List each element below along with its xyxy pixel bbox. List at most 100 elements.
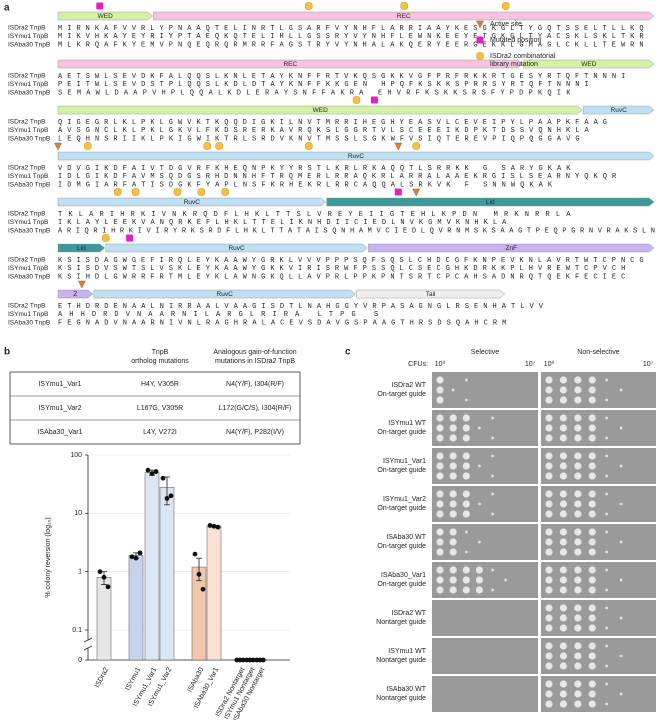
domain-bar — [57, 197, 326, 207]
colony — [436, 424, 444, 432]
colony — [574, 642, 582, 650]
row-label: ISYmu1 WT — [388, 648, 426, 655]
library-icon — [173, 188, 182, 196]
mutated-icon — [126, 234, 134, 242]
colony — [462, 576, 470, 584]
active-site-icon — [394, 142, 403, 151]
colony — [545, 700, 553, 708]
cfu-range: 10⁰ — [544, 360, 555, 368]
colony — [605, 398, 609, 402]
sequence: AHHDRDVNAARNILARGLRIRA LTPG S — [58, 311, 378, 319]
axis-break — [83, 637, 93, 643]
data-point — [207, 523, 213, 528]
panel-label: b — [4, 347, 10, 358]
plate — [432, 562, 538, 598]
sequence-name: ISYmu1 TnpB — [8, 219, 48, 226]
sequence-name: ISAba30 TnpB — [8, 135, 50, 142]
colony — [588, 396, 596, 404]
domain-label: RuvC — [611, 107, 628, 114]
plate — [541, 676, 656, 712]
sequence-name: ISYmu1 TnpB — [8, 33, 48, 40]
colony — [462, 472, 470, 480]
colony — [478, 502, 481, 506]
colony — [574, 386, 582, 394]
colony — [462, 510, 470, 518]
colony — [574, 396, 582, 404]
plate — [541, 638, 656, 674]
table-cell: ISYmu1_Var2 — [38, 405, 81, 412]
colony — [491, 568, 494, 572]
colony — [449, 414, 457, 422]
colony — [478, 464, 481, 468]
colony — [559, 510, 568, 518]
colony — [559, 662, 568, 670]
plate — [432, 676, 538, 712]
colony — [605, 550, 609, 554]
domain-label: RuvC — [228, 245, 245, 252]
bar — [206, 526, 222, 661]
colony — [559, 604, 568, 612]
colony — [559, 500, 568, 508]
data-point — [160, 475, 166, 481]
colony — [574, 566, 582, 574]
colony — [545, 528, 553, 536]
library-icon — [400, 2, 409, 10]
domain-label: Z — [73, 291, 77, 298]
library-icon — [102, 234, 110, 242]
plate — [541, 410, 656, 446]
sequence-name: ISAba30 TnpB — [8, 227, 50, 234]
colony — [436, 510, 444, 518]
table-cell: N4(Y/F), I304(R/F) — [226, 381, 284, 388]
colony — [545, 548, 553, 556]
colony — [545, 424, 553, 432]
colony — [588, 566, 596, 574]
data-point — [129, 554, 135, 560]
colony — [574, 490, 582, 498]
colony — [545, 662, 553, 670]
data-point — [240, 657, 246, 663]
colony — [605, 626, 609, 630]
sequence: FEGNADVNAARNIVNLRAGHRALACEVSDAVGSPAAGTHR… — [58, 319, 506, 327]
colony — [545, 376, 553, 384]
colony — [559, 452, 568, 460]
colony — [605, 664, 609, 668]
colony — [462, 586, 470, 594]
colony — [588, 434, 596, 442]
colony — [545, 452, 553, 460]
cfu-range: 10⁷ — [525, 361, 536, 368]
y-tick-label: 0 — [78, 657, 82, 664]
colony — [559, 652, 568, 660]
colony — [588, 452, 596, 460]
domain-bar — [326, 197, 655, 207]
sequence: LEQHNSRIIKLPKIGWIKTRLSRDVKNVTMSSLSGKWFVS… — [58, 135, 580, 143]
colony — [436, 566, 444, 574]
table-cell: ISYmu1_Var1 — [38, 381, 81, 388]
colony — [559, 472, 568, 480]
colony — [574, 690, 582, 698]
colony — [462, 490, 470, 498]
y-tick-label: 0.1 — [72, 627, 82, 634]
colony — [574, 662, 582, 670]
sequence-name: ISYmu1 TnpB — [8, 127, 48, 134]
domain-bar — [57, 11, 153, 21]
colony — [462, 414, 470, 422]
domain-label: WED — [313, 107, 328, 114]
sequence-name: ISAba30 TnpB — [8, 89, 50, 96]
colony — [588, 614, 596, 622]
domain-label: Lid — [77, 245, 86, 252]
colony — [449, 538, 457, 546]
colony — [545, 566, 553, 574]
colony — [588, 700, 596, 708]
sequence: ETHDRDENAALNIRRAALVAAGISDTLNAHGGYVRPASAG… — [58, 303, 544, 311]
colony — [545, 604, 553, 612]
colony — [449, 472, 457, 480]
table-cell: N4(Y/F), P282(I/V) — [226, 429, 284, 436]
data-point — [145, 467, 151, 473]
colony — [436, 376, 444, 384]
colony — [559, 642, 568, 650]
sequence-name: ISYmu1 TnpB — [8, 265, 48, 272]
plate — [432, 638, 538, 674]
colony — [491, 492, 494, 496]
colony — [491, 454, 494, 458]
library-icon — [304, 142, 313, 150]
